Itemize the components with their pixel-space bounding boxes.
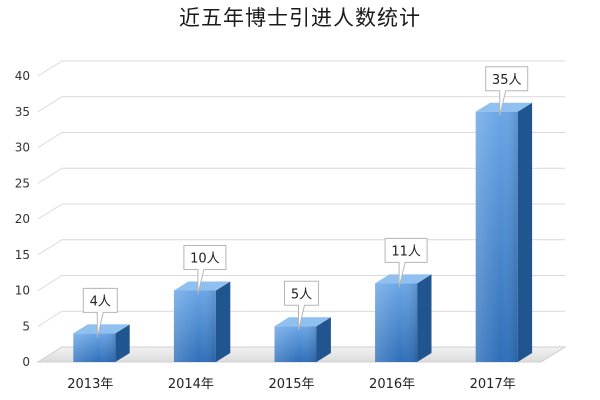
- gridline-side: [37, 239, 63, 256]
- data-label: 5人: [291, 287, 312, 302]
- y-tick-label: 0: [22, 355, 30, 369]
- x-tick-label: 2013年: [67, 377, 113, 392]
- bar-front-shade: [173, 290, 216, 362]
- x-tick-label: 2017年: [470, 377, 516, 392]
- gridline-side: [37, 167, 63, 184]
- data-label: 11人: [391, 244, 421, 259]
- x-tick-label: 2014年: [168, 377, 214, 392]
- bar-2016年: [375, 274, 432, 362]
- data-label: 4人: [90, 294, 111, 309]
- bar-top: [274, 317, 331, 327]
- y-tick-label: 30: [15, 141, 30, 155]
- bar-top: [73, 324, 130, 334]
- data-label-callout: 5人: [284, 280, 319, 331]
- y-tick-label: 15: [15, 248, 30, 262]
- callout-box: [183, 245, 227, 295]
- y-tick-label: 10: [15, 284, 30, 298]
- bar-side: [115, 324, 130, 362]
- bar-top: [375, 274, 432, 284]
- chart-title: 近五年博士引进人数统计: [179, 6, 421, 30]
- bar-front-shade: [73, 333, 116, 362]
- callout-box: [82, 287, 118, 338]
- bar-front-shade: [274, 326, 317, 362]
- data-label: 10人: [190, 252, 220, 267]
- bar-front-shade: [475, 111, 518, 362]
- bar-2014年: [173, 281, 231, 362]
- bar-front-shade: [375, 283, 418, 362]
- x-tick-label: 2016年: [369, 377, 415, 392]
- gridline-side: [37, 132, 63, 148]
- bar-2017年: [475, 102, 533, 362]
- y-tick-label: 5: [22, 319, 30, 333]
- x-tick-label: 2015年: [268, 377, 314, 392]
- y-tick-label: 25: [15, 176, 30, 190]
- bar-side: [517, 102, 533, 362]
- y-tick-label: 35: [15, 105, 30, 119]
- data-label-callout: 35人: [485, 66, 529, 116]
- bar-side: [316, 317, 331, 362]
- data-label-callout: 11人: [384, 237, 428, 288]
- y-axis: 0 5 10 15 20 25 30 35 40: [15, 69, 30, 369]
- bar-side: [215, 281, 231, 362]
- data-label: 35人: [492, 73, 522, 88]
- callout-box: [384, 237, 428, 288]
- bar-2015年: [274, 317, 331, 362]
- bar-top: [173, 281, 231, 291]
- bar-2013年: [73, 324, 130, 362]
- y-tick-label: 40: [15, 69, 30, 83]
- bar-side: [417, 274, 432, 362]
- bars-layer: [73, 102, 533, 362]
- gridline-side: [37, 203, 63, 220]
- data-label-callout: 10人: [183, 245, 227, 295]
- y-tick-label: 20: [15, 212, 30, 226]
- data-label-callout: 4人: [82, 287, 118, 338]
- callout-box: [485, 66, 529, 116]
- gridline-side: [37, 96, 63, 113]
- gridline-side: [37, 60, 63, 77]
- callout-box: [284, 280, 319, 331]
- gridline-side: [37, 310, 63, 327]
- bar-top: [475, 102, 533, 112]
- data-labels-layer: 4人 10人 5人 11人 35人: [82, 66, 529, 338]
- x-axis: 2013年 2014年 2015年 2016年 2017年: [67, 377, 515, 392]
- gridline-side: [37, 275, 63, 291]
